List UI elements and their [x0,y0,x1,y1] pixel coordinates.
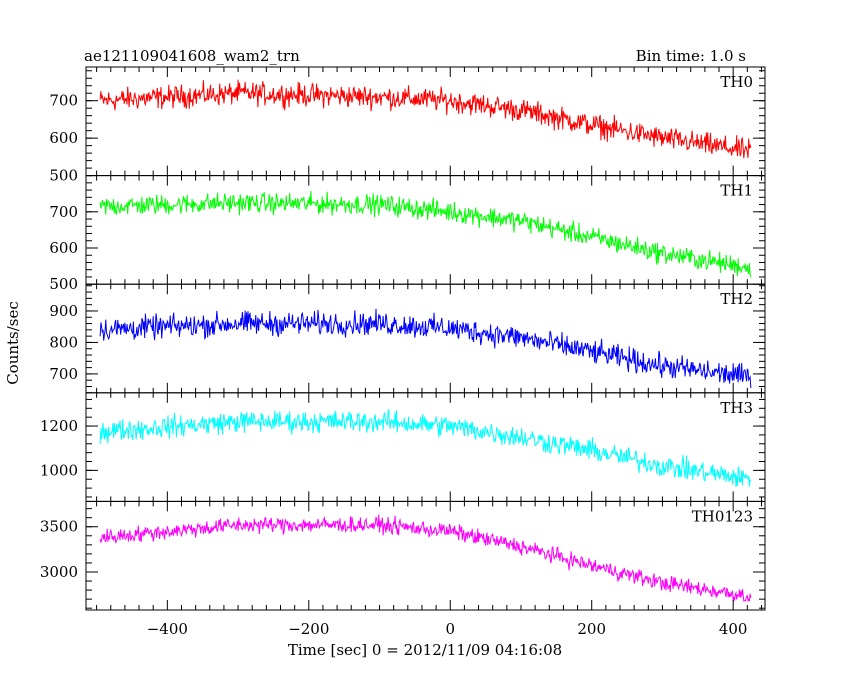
x-axis-label: Time [sec] 0 = 2012/11/09 04:16:08 [288,641,562,659]
y-tick-label: 1000 [40,461,78,479]
y-tick-label: 700 [49,365,78,383]
panel-label: TH2 [720,290,753,308]
panel-frame [85,283,766,394]
panel-label: TH0 [720,73,753,91]
panel-th0123: 3000 3500 TH0123 [40,500,766,611]
x-tick-label: −400 [147,620,188,638]
bin-time-label: Bin time: 1.0 s [636,47,746,65]
series-line-th0 [99,79,752,159]
panel-label: TH3 [720,399,753,417]
panel-frame [85,392,766,502]
y-axis-label: Counts/sec [4,301,22,385]
x-tick-label: −200 [288,620,329,638]
y-tick-label: 700 [49,203,78,221]
series-line-th3 [99,409,752,487]
series-line-th0123 [99,514,752,603]
series-line-th1 [99,190,752,278]
y-tick-label: 800 [49,333,78,351]
panel-th0: 500 600 700 TH0 [49,66,766,185]
panel-frame [85,175,766,285]
panel-label: TH0123 [692,507,753,525]
series-line-th2 [99,308,752,389]
panel-label: TH1 [720,182,753,200]
panel-frame [85,500,766,611]
panel-th1: 500 600 700 TH1 [49,175,766,293]
y-tick-label: 700 [49,92,78,110]
y-tick-label: 900 [49,302,78,320]
y-tick-label: 3000 [40,563,78,581]
panel-frame [85,66,766,177]
x-tick-label: 400 [719,620,748,638]
x-axis: −400 −200 0 200 400 [147,620,748,638]
panel-th2: 700 800 900 TH2 [49,283,766,394]
chart-title: ae121109041608_wam2_trn [84,47,300,65]
y-tick-label: 500 [49,167,78,185]
panel-th3: 1000 1200 TH3 [40,392,766,502]
x-tick-label: 200 [577,620,606,638]
y-tick-label: 600 [49,239,78,257]
x-tick-label: 0 [445,620,455,638]
panels-group: 500 600 700 TH0 500 600 700 TH1 700 800 900 TH2 1000… [40,66,766,611]
y-tick-label: 500 [49,275,78,293]
y-tick-label: 600 [49,129,78,147]
y-tick-label: 3500 [40,518,78,536]
y-tick-label: 1200 [40,417,78,435]
